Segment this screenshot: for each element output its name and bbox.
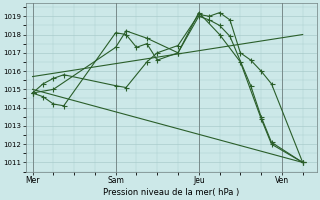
X-axis label: Pression niveau de la mer( hPa ): Pression niveau de la mer( hPa ) (103, 188, 239, 197)
